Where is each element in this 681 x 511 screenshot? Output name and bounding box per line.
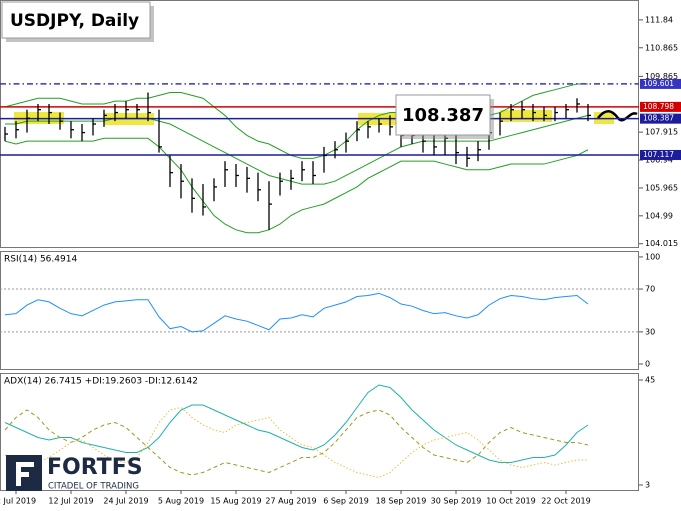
logo-icon-part <box>16 462 34 467</box>
y-tick-label: 0 <box>645 360 650 369</box>
x-tick-label: 12 Jul 2019 <box>48 497 93 506</box>
level-label: 108.387 <box>643 114 674 123</box>
x-tick-label: 10 Oct 2019 <box>486 497 535 506</box>
level-label: 109.601 <box>643 79 674 88</box>
level-label: 107.117 <box>643 150 674 159</box>
y-tick-label: 3 <box>645 481 650 490</box>
logo-tagline: CITADEL OF TRADING <box>48 482 139 492</box>
plot: 111.84 110.865 109.865 107.915 106.94 105.965… <box>0 15 681 506</box>
callout-box <box>395 94 491 136</box>
adx-title: ADX(14) 26.7415 +DI:19.2603 -DI:12.6142 <box>4 377 198 387</box>
rsi-title: RSI(14) 56.4914 <box>4 255 77 265</box>
level-label-box <box>640 113 681 124</box>
y-tick-label: 104.015 <box>645 239 678 248</box>
x-tick-label: 15 Aug 2019 <box>210 497 261 506</box>
y-tick-label: 107.915 <box>645 128 678 137</box>
x-tick-label: 18 Sep 2019 <box>376 497 427 506</box>
x-tick-label: 2 Jul 2019 <box>0 497 36 506</box>
y-tick-label: 100 <box>645 252 660 261</box>
line <box>4 83 588 159</box>
line <box>4 292 589 333</box>
x-tick-label: 27 Aug 2019 <box>265 497 316 506</box>
price-pane <box>0 0 639 248</box>
line <box>4 409 589 476</box>
level-label-box <box>640 78 681 89</box>
y-tick-label: 106.94 <box>645 156 673 165</box>
line <box>4 384 589 463</box>
level-label: 108.798 <box>643 102 674 111</box>
x-tick-label: 30 Sep 2019 <box>431 497 482 506</box>
x-tick-label: 22 Oct 2019 <box>541 497 590 506</box>
logo: FORTFS CITADEL OF TRADING <box>6 455 143 492</box>
chart-title: USDJPY, Daily <box>10 11 139 31</box>
x-tick-label: 5 Aug 2019 <box>158 497 204 506</box>
y-tick-label: 30 <box>645 327 655 336</box>
x-tick-label: 24 Jul 2019 <box>103 497 148 506</box>
logo-icon-part <box>16 472 29 477</box>
logo-name: FORTFS <box>47 455 143 480</box>
x-tick-label: 6 Sep 2019 <box>323 497 369 506</box>
y-tick-label: 70 <box>645 285 655 294</box>
y-tick-label: 45 <box>645 376 655 385</box>
level-label-box <box>640 149 681 160</box>
adx-pane <box>0 373 639 491</box>
level-label-box <box>640 101 681 112</box>
line <box>4 406 588 479</box>
y-tick-label: 110.865 <box>645 43 678 52</box>
y-tick-label: 109.865 <box>645 72 678 81</box>
line <box>5 114 589 185</box>
y-tick-label: 111.84 <box>645 15 673 24</box>
y-tick-label: 105.965 <box>645 183 678 192</box>
callout-price: 108.387 <box>402 105 484 126</box>
line <box>4 137 589 234</box>
y-tick-label: 104.99 <box>645 211 673 220</box>
rsi-pane <box>0 251 639 370</box>
title-box <box>1 1 151 39</box>
